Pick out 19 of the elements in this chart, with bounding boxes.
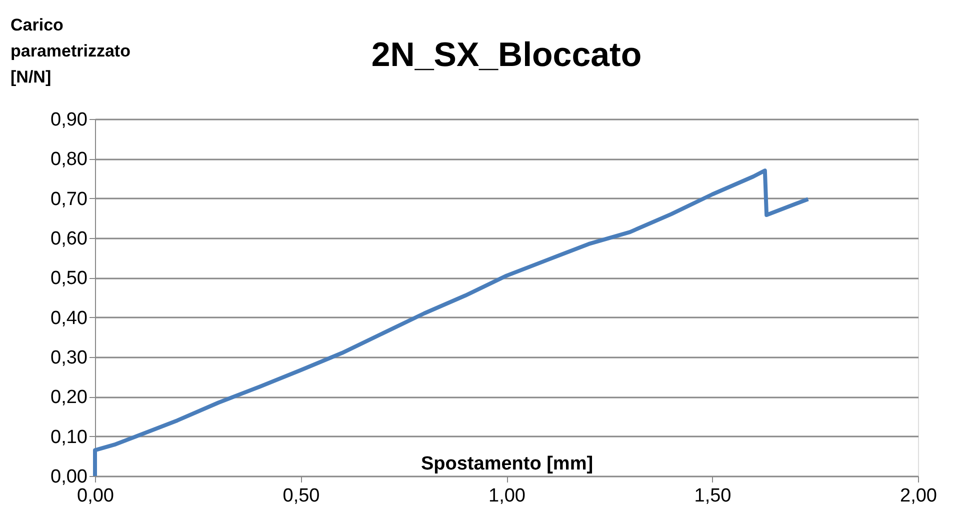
line-series bbox=[93, 168, 810, 478]
x-axis-title: Spostamento [mm] bbox=[420, 454, 594, 474]
y-tick-label: 0,10 bbox=[50, 426, 88, 448]
y-tick-label: 0,80 bbox=[50, 149, 88, 170]
y-tick-label: 0,70 bbox=[50, 188, 88, 210]
y-tick-label: 0,50 bbox=[50, 268, 88, 290]
y-tick-label: 0,00 bbox=[50, 466, 88, 488]
x-tick-label: 1,00 bbox=[488, 486, 526, 506]
y-tick-label: 0,90 bbox=[50, 110, 88, 130]
y-axis-title: Carico parametrizzato [N/N] bbox=[10, 16, 130, 86]
x-tick-label: 0,00 bbox=[77, 486, 114, 506]
x-tick-label: 2,00 bbox=[900, 486, 937, 506]
y-tick-label: 0,40 bbox=[50, 308, 88, 329]
y-tick-label: 0,20 bbox=[50, 387, 88, 408]
y-tick-label: 0,60 bbox=[50, 228, 88, 250]
x-tick-label: 1,50 bbox=[694, 486, 732, 506]
x-tick-label: 0,50 bbox=[282, 486, 320, 506]
y-tick-label: 0,30 bbox=[50, 348, 88, 368]
chart-title: 2N_SX_Bloccato bbox=[371, 36, 642, 74]
